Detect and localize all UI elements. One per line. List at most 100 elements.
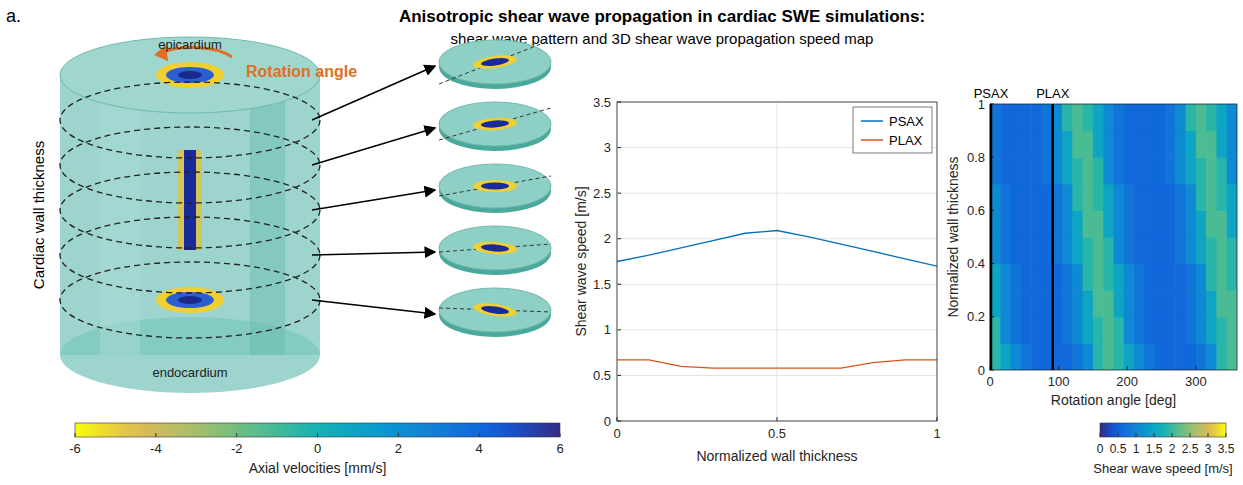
wave-blob	[472, 301, 517, 319]
slice-level	[60, 262, 320, 338]
cell	[1103, 317, 1114, 344]
y-tick-label: 1	[604, 322, 611, 337]
cell	[1124, 317, 1135, 344]
x-axis-title: Rotation angle [deg]	[1051, 392, 1176, 408]
y-tick-label: 3	[604, 140, 611, 155]
cell	[1103, 210, 1114, 237]
frame	[990, 104, 1237, 370]
cell	[1021, 290, 1032, 317]
cell	[1155, 290, 1166, 317]
cell	[1103, 237, 1114, 264]
cell	[1216, 131, 1227, 158]
cell	[1196, 317, 1207, 344]
cell	[1103, 343, 1114, 370]
cell	[1165, 210, 1176, 237]
colorbar-tick-label: -4	[150, 441, 162, 456]
colorbar-tick-label: 3	[1205, 442, 1212, 456]
cell	[1165, 104, 1176, 131]
wave-blob	[481, 244, 509, 253]
slice-level	[60, 82, 320, 158]
cell	[1041, 264, 1052, 291]
wave-stripe	[196, 150, 202, 250]
cell	[1196, 237, 1207, 264]
cell	[1175, 264, 1186, 291]
wave-blob	[473, 180, 517, 192]
colorbar-tick	[1118, 433, 1119, 437]
cell	[1175, 210, 1186, 237]
cell	[1093, 237, 1104, 264]
y-tick-label: 0.2	[967, 309, 985, 324]
wave-blob	[481, 305, 510, 316]
slice-line	[439, 176, 551, 196]
cell	[1072, 264, 1083, 291]
cell	[1144, 343, 1155, 370]
tick	[1058, 366, 1059, 370]
cell	[1072, 210, 1083, 237]
colorbar-tick-label: 2	[395, 441, 402, 456]
cell	[1011, 104, 1022, 131]
cell	[1155, 131, 1166, 158]
view-marker	[1052, 104, 1055, 370]
cell	[1103, 184, 1114, 211]
cell	[1011, 237, 1022, 264]
wave-blob	[481, 120, 509, 129]
colorbar-tick	[236, 433, 237, 437]
cell	[1134, 343, 1145, 370]
colorbar-tick	[398, 433, 399, 437]
y-tick-label: 0.4	[967, 256, 985, 271]
frame	[617, 102, 937, 421]
cell	[1186, 290, 1197, 317]
cell	[1103, 131, 1114, 158]
series-line	[617, 360, 937, 368]
x-tick-label: 0	[986, 374, 993, 389]
cell	[1165, 131, 1176, 158]
slice-arrow	[312, 128, 435, 165]
y-tick-label: 0	[978, 363, 985, 378]
cell	[1196, 104, 1207, 131]
cell	[1124, 157, 1135, 184]
slice-line	[439, 108, 551, 140]
colorbar-tick	[1154, 433, 1155, 437]
cell	[1000, 157, 1011, 184]
legend-label: PLAX	[889, 133, 923, 148]
cell	[1114, 210, 1125, 237]
cell	[1186, 157, 1197, 184]
tick	[617, 375, 621, 376]
colorbar-tick	[479, 433, 480, 437]
cell	[1227, 343, 1237, 370]
y-axis-title: Shear wave speed [m/s]	[573, 186, 589, 336]
cell	[1144, 157, 1155, 184]
colorbar-bar	[75, 423, 560, 437]
cell	[1021, 131, 1032, 158]
cell	[1155, 317, 1166, 344]
cell	[1206, 317, 1217, 344]
cell	[1175, 104, 1186, 131]
cell	[1011, 210, 1022, 237]
cell	[1165, 343, 1176, 370]
cell	[1093, 157, 1104, 184]
cell	[1011, 264, 1022, 291]
cell	[1165, 184, 1176, 211]
cell	[1144, 210, 1155, 237]
cell	[1072, 184, 1083, 211]
illustration: Rotation angleepicardiumendocardiumCardi…	[30, 37, 551, 393]
cell	[1062, 237, 1073, 264]
wave-blob	[178, 296, 202, 304]
x-tick-label: 1	[933, 426, 940, 441]
cell	[1144, 237, 1155, 264]
x-tick-label: 0.5	[768, 426, 786, 441]
cell	[1216, 343, 1227, 370]
cell	[1072, 157, 1083, 184]
cell	[1186, 264, 1197, 291]
cell	[1103, 290, 1114, 317]
cell	[1031, 290, 1042, 317]
plot-area	[617, 102, 937, 421]
colorbar-label: Axial velocities [mm/s]	[249, 460, 387, 476]
cell	[1206, 104, 1217, 131]
cell	[1165, 264, 1176, 291]
colorbar-tick	[1100, 433, 1101, 437]
cell	[1206, 343, 1217, 370]
wave-blob	[156, 62, 224, 88]
cell	[1062, 317, 1073, 344]
legend-label: PSAX	[889, 114, 924, 129]
